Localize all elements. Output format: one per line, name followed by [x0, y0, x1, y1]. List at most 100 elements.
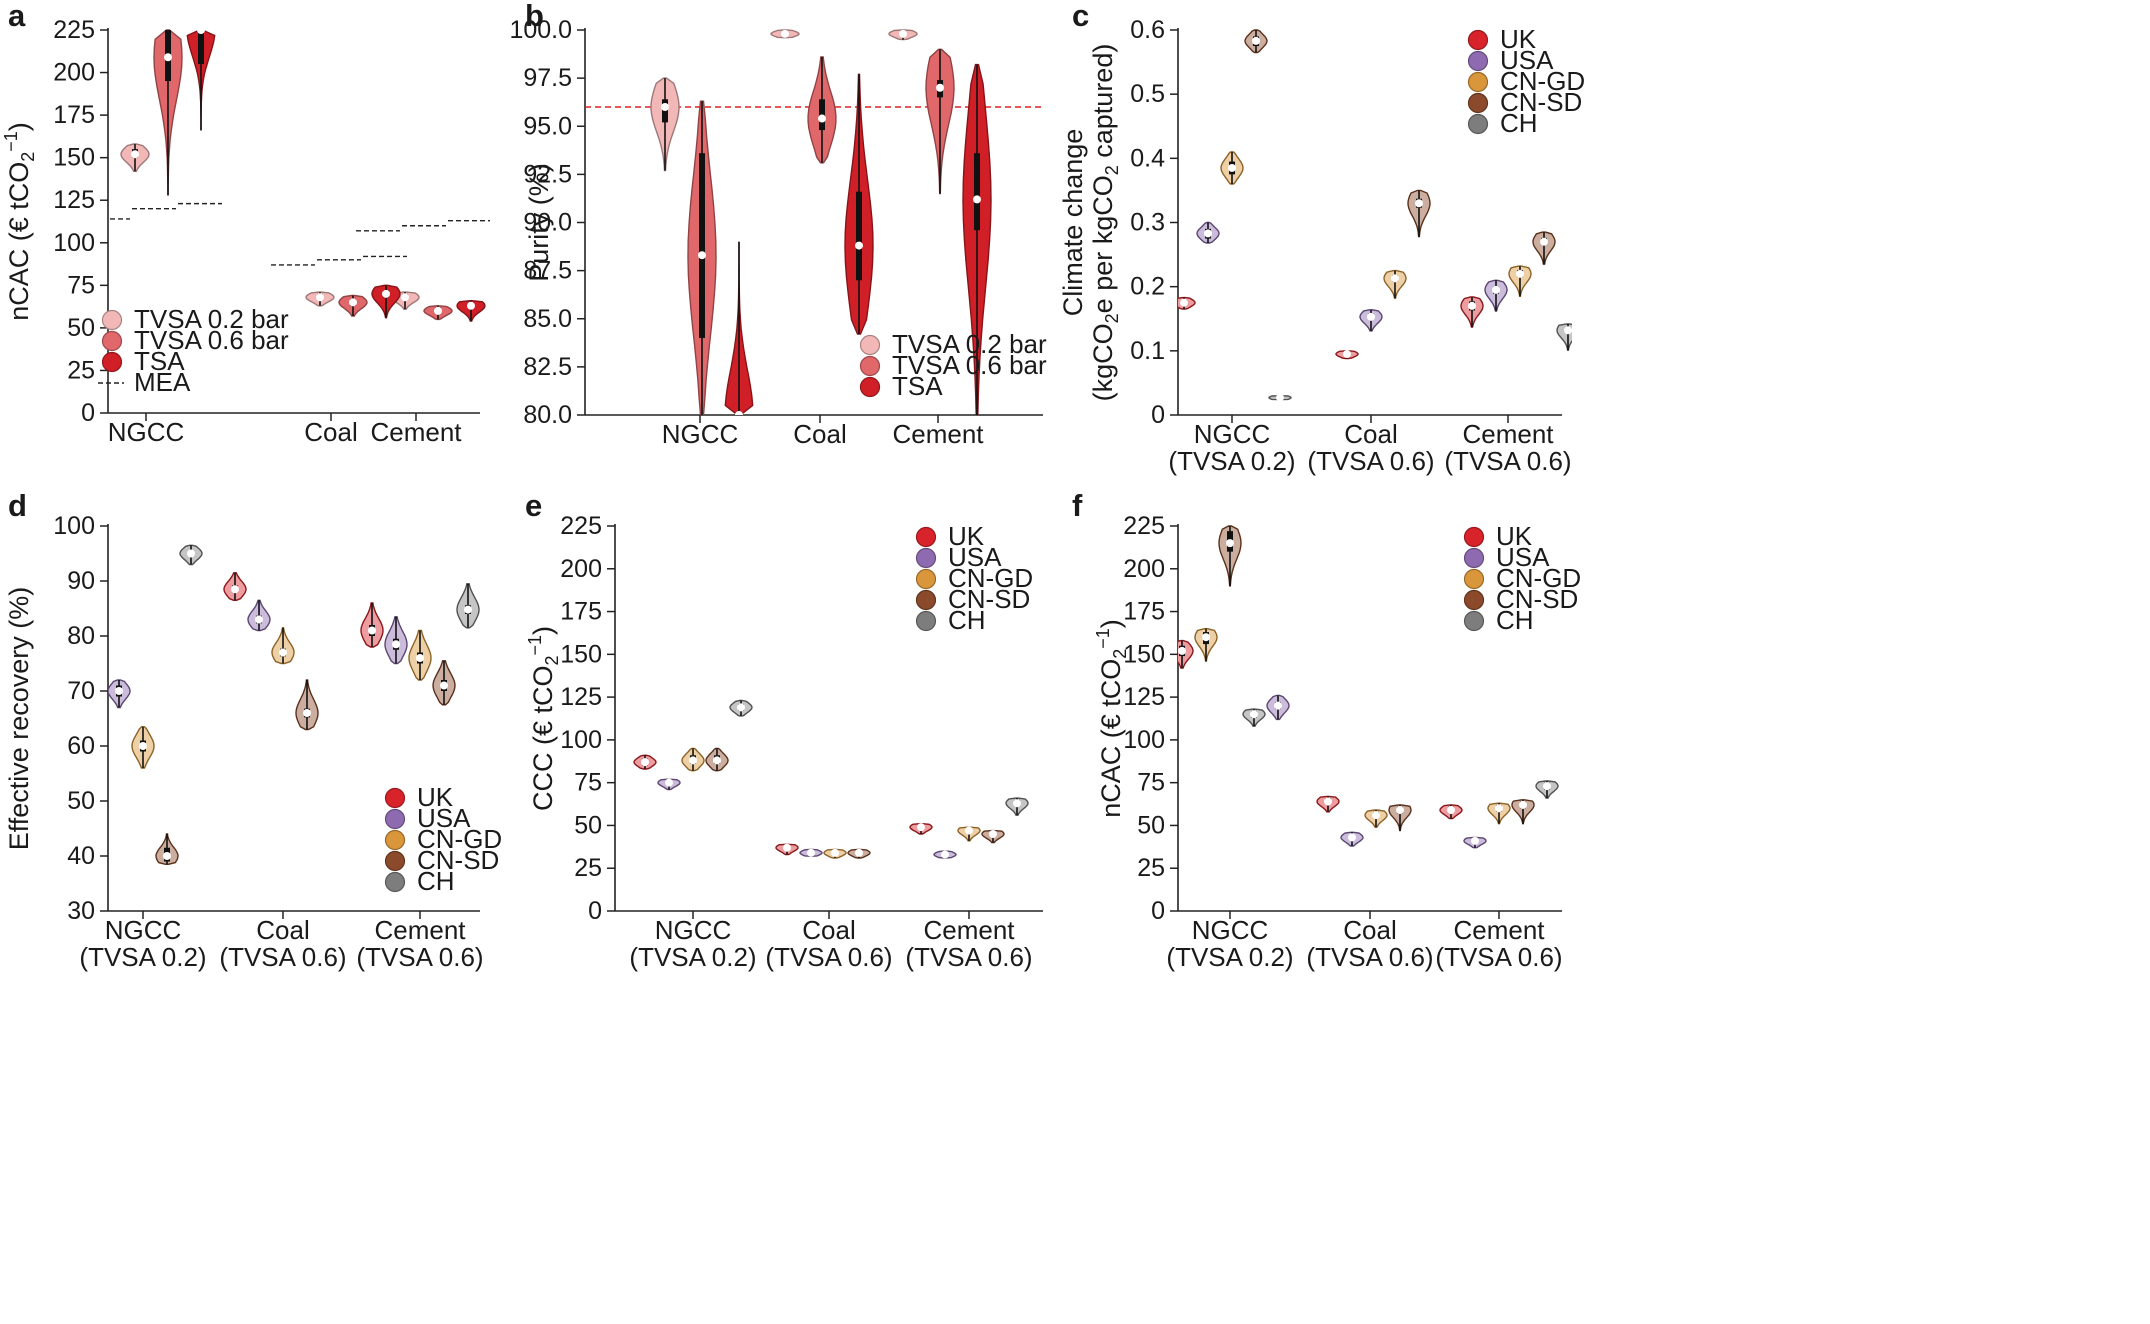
y-tick-label: 125 — [1123, 683, 1165, 711]
legend-marker-usa — [1463, 547, 1485, 569]
median-marker — [1372, 811, 1380, 820]
y-tick-label: 80.0 — [523, 401, 572, 429]
median-marker — [807, 848, 815, 857]
y-tick-label: 150 — [53, 144, 95, 172]
plot-area-d — [108, 544, 480, 865]
legend-label-cn-sd: CN-SD — [1500, 87, 1582, 117]
x-tick-label-ngcc: NGCC — [108, 417, 185, 447]
y-axis-label: CCC (€ tCO2−1) — [525, 626, 562, 811]
legend-label-usa: USA — [1500, 45, 1554, 75]
legend-marker-usa — [1467, 50, 1489, 72]
median-marker — [401, 293, 409, 302]
panel-a: a 0 25 50 75 100 125 150 175 200 225 NGCC Coal Cement… — [1, 0, 490, 447]
median-marker — [735, 411, 743, 415]
median-marker — [1516, 269, 1524, 278]
y-tick-label: 0.2 — [1130, 273, 1165, 301]
panel-label-b: b — [525, 0, 544, 33]
y-tick-label: 0 — [588, 897, 602, 925]
y-tick-label: 82.5 — [523, 353, 572, 381]
median-marker — [899, 29, 907, 38]
legend-label-tvsa-0-2-bar: TVSA 0.2 bar — [134, 304, 289, 334]
y-tick-label: 200 — [1123, 555, 1165, 583]
legend-marker-uk — [915, 526, 937, 548]
y-tick-label: 0.4 — [1130, 144, 1165, 172]
y-tick-label: 25 — [67, 356, 95, 384]
plot-area-c — [1178, 29, 1572, 402]
x-tick-sublabel: (TVSA 0.6) — [1306, 942, 1433, 972]
y-tick-label: 200 — [560, 555, 602, 583]
median-marker — [392, 640, 400, 649]
y-tick-label: 90 — [67, 567, 95, 595]
median-marker — [641, 758, 649, 767]
x-tick-label-coal: Coal — [1343, 915, 1396, 945]
x-tick-label-coal: Coal — [304, 417, 357, 447]
x-tick-label-coal: Coal — [1344, 419, 1397, 449]
x-tick-label-coal: Coal — [802, 915, 855, 945]
legend-label-tvsa-0-2-bar: TVSA 0.2 bar — [892, 329, 1047, 359]
y-tick-label: 50 — [574, 811, 602, 839]
y-axis-label: Effective recovery (%) — [4, 587, 34, 851]
y-tick-label: 100 — [1123, 726, 1165, 754]
median-marker — [665, 778, 673, 787]
y-tick-label: 100 — [560, 726, 602, 754]
x-tick-label-ngcc: NGCC — [1192, 915, 1269, 945]
legend-label-ch: CH — [1496, 605, 1534, 635]
y-tick-label: 75 — [1137, 769, 1165, 797]
x-tick-label-cement: Cement — [370, 417, 462, 447]
median-marker — [689, 756, 697, 765]
panel-label-e: e — [525, 488, 542, 523]
legend-label-ch: CH — [948, 605, 986, 635]
median-marker — [368, 626, 376, 635]
x-tick-label-ngcc: NGCC — [1194, 419, 1271, 449]
legend-label-uk: UK — [417, 782, 454, 812]
median-marker — [936, 83, 944, 92]
x-tick-label-cement: Cement — [923, 915, 1015, 945]
legend-marker-tsa — [859, 376, 881, 398]
median-marker — [255, 615, 263, 624]
median-marker — [855, 241, 863, 250]
median-marker — [737, 703, 745, 712]
median-marker — [440, 681, 448, 690]
median-marker — [131, 150, 139, 159]
x-tick-label-ngcc: NGCC — [105, 915, 182, 945]
median-marker — [316, 293, 324, 302]
median-marker — [1396, 806, 1404, 815]
legend-marker-cn-sd — [915, 589, 937, 611]
median-marker — [831, 848, 839, 857]
y-tick-label: 100 — [53, 229, 95, 257]
y-tick-label: 50 — [67, 314, 95, 342]
legend-marker-tvsa-0-6-bar — [859, 355, 881, 377]
median-marker — [1204, 229, 1212, 238]
panel-label-d: d — [8, 488, 27, 523]
legend-label-tsa: TSA — [134, 346, 185, 376]
iqr-box — [699, 153, 705, 338]
y-tick-label: 30 — [67, 897, 95, 925]
panel-e: e 0 25 50 75 100 125 150 175 200 225 NGCC(TVSA 0.2)… — [525, 488, 1043, 972]
y-tick-label: 0 — [1151, 401, 1165, 429]
x-tick-label-cement: Cement — [1462, 419, 1554, 449]
y-tick-label: 92.5 — [523, 160, 572, 188]
median-marker — [1415, 199, 1423, 208]
legend-label-cn-sd: CN-SD — [1496, 584, 1578, 614]
median-marker — [1252, 36, 1260, 45]
x-tick-sublabel: (TVSA 0.2) — [1166, 942, 1293, 972]
median-marker — [187, 549, 195, 558]
y-tick-label: 100 — [53, 512, 95, 540]
median-marker — [917, 823, 925, 832]
y-tick-label: 125 — [560, 683, 602, 711]
legend-label-cn-gd: CN-GD — [948, 563, 1033, 593]
y-tick-label: 50 — [1137, 811, 1165, 839]
median-marker — [698, 251, 706, 260]
x-tick-sublabel: (TVSA 0.6) — [765, 942, 892, 972]
median-marker — [1276, 393, 1284, 402]
median-marker — [973, 195, 981, 204]
x-tick-label-ngcc: NGCC — [655, 915, 732, 945]
median-marker — [1348, 833, 1356, 842]
x-tick-label-cement: Cement — [1453, 915, 1545, 945]
median-marker — [115, 687, 123, 695]
